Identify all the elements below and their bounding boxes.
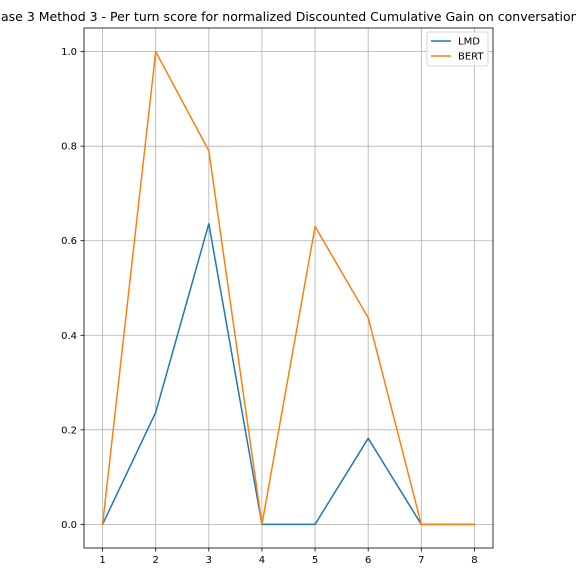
y-tick-label: 0.2 [61,425,77,436]
x-tick-label: 2 [153,555,159,566]
y-tick-label: 0.8 [61,142,77,153]
series-line-bert [101,50,476,526]
grid-lines [84,28,493,548]
x-tick-label: 4 [259,555,265,566]
legend-label: LMD [458,37,480,48]
x-tick-label: 7 [418,555,424,566]
series-line-lmd [101,222,476,526]
y-tick-label: 0.4 [61,331,77,342]
axis-ticks: 1 2 3 4 5 6 7 8 0.0 0.2 0.4 0.6 0.8 1.0 [61,47,478,566]
x-tick-label: 3 [206,555,212,566]
x-tick-label: 5 [312,555,318,566]
x-tick-label: 6 [365,555,371,566]
y-tick-label: 0.0 [61,520,77,531]
x-tick-label: 8 [471,555,477,566]
legend-label: BERT [458,52,484,63]
plot-frame [83,27,494,549]
y-tick-label: 0.6 [61,236,77,247]
y-tick-label: 1.0 [61,47,77,58]
x-tick-label: 1 [99,555,105,566]
series-lines [101,50,476,526]
chart-title: Phase 3 Method 3 - Per turn score for no… [0,9,576,24]
legend: LMD BERT [426,31,489,67]
